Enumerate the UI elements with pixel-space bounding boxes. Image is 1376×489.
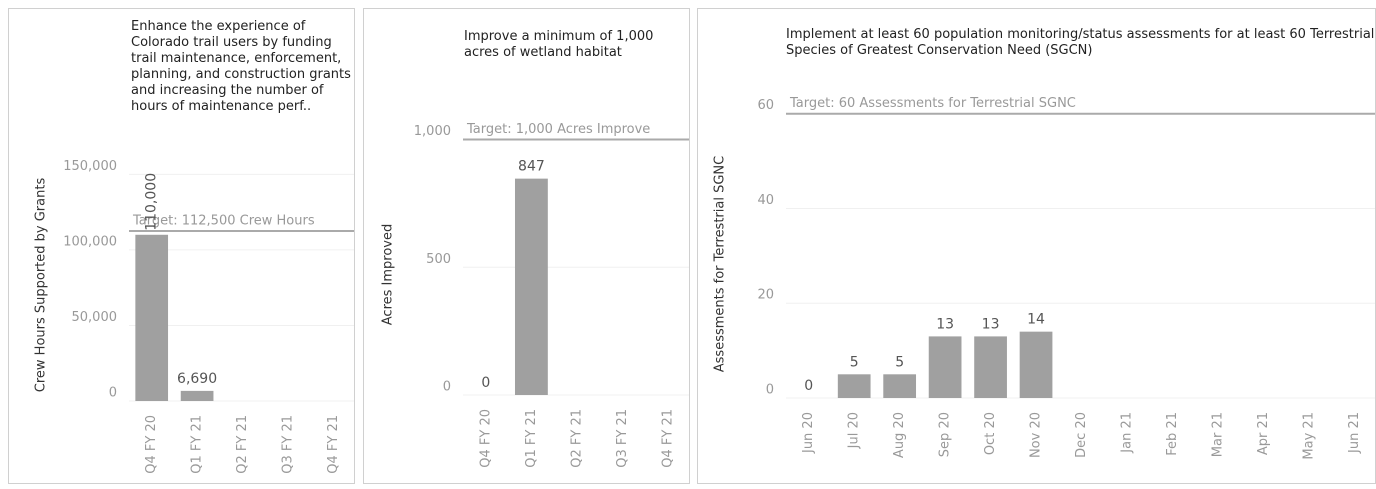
bar [837, 374, 871, 398]
chart-title: Improve a minimum of 1,000 acres of wetl… [464, 29, 654, 60]
x-tick-label: Jan 21 [1119, 412, 1134, 454]
x-tick-label: Jun 21 [1347, 412, 1362, 454]
data-label: 847 [518, 159, 545, 175]
bar [974, 336, 1007, 398]
chart: 0 500 1,000 Acres Improved Target: 1,000 Acr… [381, 122, 689, 468]
data-label: 0 [804, 378, 813, 394]
y-tick-label: 150,000 [63, 159, 117, 174]
x-tick-label: Apr 21 [1256, 412, 1271, 455]
x-tick-label: Dec 20 [1074, 412, 1089, 458]
bar [883, 374, 917, 398]
y-tick-label: 20 [757, 288, 774, 303]
bar [135, 234, 169, 401]
chart-panel: 0 500 1,000 Acres Improved Target: 1,000 Acr… [363, 8, 690, 484]
chart-title: Implement at least 60 population monitor… [786, 27, 1375, 58]
x-tick-label: Jun 20 [801, 412, 816, 454]
y-axis-label: Assessments for Terrestrial SGNC [713, 156, 728, 372]
bar [1019, 331, 1053, 398]
y-tick-label: 0 [443, 380, 451, 395]
chart: 0 50,000 100,000 150,000 Crew Hours Supporte… [34, 159, 354, 474]
chart-panel: 0 50,000 100,000 150,000 Crew Hours Supporte… [8, 8, 355, 484]
y-axis-label: Crew Hours Supported by Grants [34, 178, 49, 393]
target-label: Target: 112,500 Crew Hours [132, 214, 315, 229]
bar [180, 390, 214, 401]
y-tick-label: 0 [109, 386, 117, 401]
x-tick-label: Q3 FY 21 [615, 409, 630, 468]
x-tick-label: Q4 FY 21 [326, 415, 341, 474]
target-label: Target: 60 Assessments for Terrestrial S… [789, 96, 1076, 111]
x-tick-label: Q2 FY 21 [235, 415, 250, 474]
x-tick-label: Sep 20 [938, 412, 953, 457]
x-tick-label: Q4 FY 20 [478, 409, 493, 468]
data-label: 0 [481, 375, 490, 391]
y-tick-label: 0 [766, 383, 774, 398]
bar [928, 336, 962, 398]
y-tick-label: 500 [426, 252, 451, 267]
y-tick-label: 60 [757, 98, 774, 113]
x-tick-label: Feb 21 [1165, 412, 1180, 456]
data-label: 110,000 [144, 173, 160, 231]
x-tick-label: Q4 FY 21 [661, 409, 676, 468]
y-tick-label: 100,000 [63, 234, 117, 249]
data-label: 13 [982, 316, 1000, 332]
chart-panel: 0 20 40 60 Assessments for Terrestrial SGNC T… [697, 8, 1376, 484]
y-tick-label: 50,000 [72, 310, 118, 325]
y-tick-label: 40 [757, 193, 774, 208]
target-label: Target: 1,000 Acres Improve [466, 122, 650, 137]
data-label: 14 [1027, 312, 1045, 328]
data-label: 13 [936, 316, 954, 332]
data-label: 5 [850, 354, 859, 370]
data-label: 6,690 [177, 371, 217, 387]
x-tick-label: Mar 21 [1210, 412, 1225, 457]
y-tick-label: 1,000 [414, 124, 451, 139]
x-tick-label: Q3 FY 21 [280, 415, 295, 474]
x-tick-label: Q1 FY 21 [524, 409, 539, 468]
x-tick-label: Q1 FY 21 [190, 415, 205, 474]
x-tick-label: Aug 20 [892, 412, 907, 458]
data-label: 5 [895, 354, 904, 370]
chart: 0 20 40 60 Assessments for Terrestrial SGNC T… [713, 96, 1375, 460]
bar [514, 178, 548, 395]
y-axis-label: Acres Improved [381, 224, 396, 325]
x-tick-label: Jul 20 [847, 412, 862, 449]
x-tick-label: Q2 FY 21 [570, 409, 585, 468]
x-tick-label: May 21 [1301, 412, 1316, 460]
x-tick-label: Q4 FY 20 [144, 415, 159, 474]
x-tick-label: Nov 20 [1029, 412, 1044, 458]
x-tick-label: Oct 20 [983, 412, 998, 455]
chart-title: Enhance the experience of Colorado trail… [131, 19, 351, 114]
